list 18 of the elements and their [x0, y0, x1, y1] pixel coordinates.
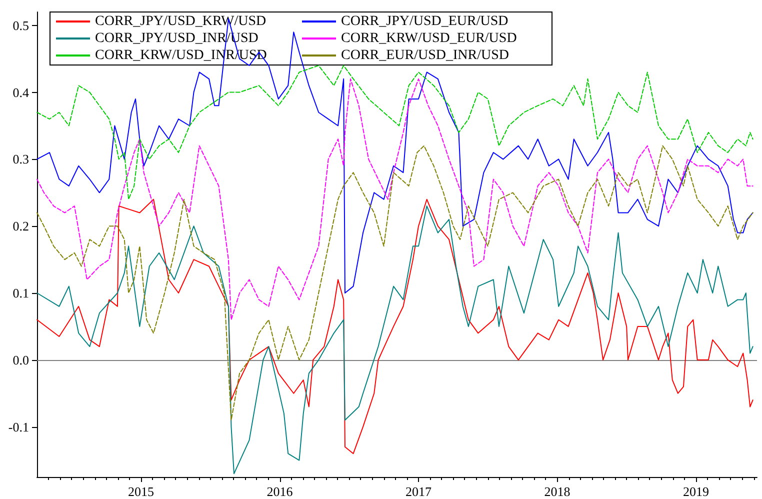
x-tick-label: 2019: [682, 484, 709, 499]
legend-label: CORR_KRW/USD_EUR/USD: [341, 31, 517, 46]
line-series: [36, 65, 754, 200]
line-series: [36, 78, 754, 320]
legend-label: CORR_JPY/USD_EUR/USD: [341, 14, 508, 29]
y-tick-label: 0.5: [12, 18, 29, 33]
x-tick-label: 2016: [266, 484, 294, 499]
x-tick-label: 2018: [544, 484, 570, 499]
x-tick-label: 2017: [406, 484, 432, 499]
y-tick-label: 0.2: [12, 218, 29, 234]
y-tick-label: -0.1: [8, 419, 29, 434]
line-series: [36, 145, 754, 421]
y-tick-label: 0.0: [12, 352, 29, 368]
legend-label: CORR_EUR/USD_INR/USD: [341, 48, 510, 63]
x-tick-label: 2015: [128, 484, 154, 499]
y-tick-label: 0.1: [12, 286, 29, 301]
y-tick-label: 0.3: [12, 152, 29, 167]
y-tick-label: 0.4: [12, 84, 30, 100]
